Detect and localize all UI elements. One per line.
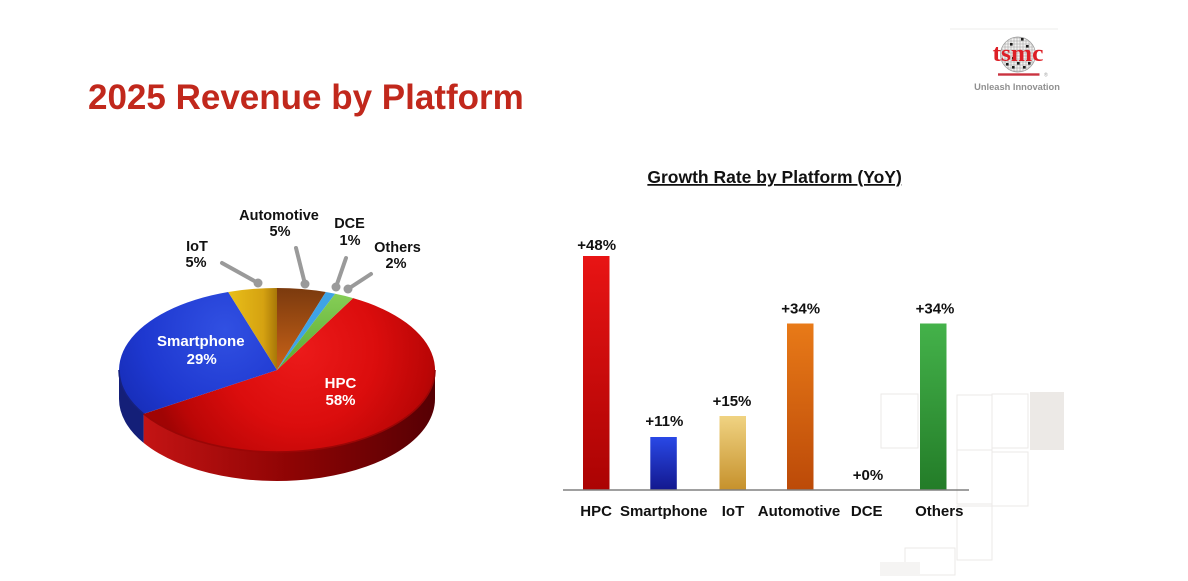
svg-text:Automotive: Automotive [239,208,319,224]
svg-text:Unleash Innovation: Unleash Innovation [974,82,1060,92]
svg-text:+11%: +11% [645,413,683,430]
svg-text:1%: 1% [340,233,361,249]
svg-text:58%: 58% [325,392,355,409]
svg-text:Smartphone: Smartphone [620,503,708,520]
svg-text:HPC: HPC [325,375,357,392]
svg-text:Others: Others [915,503,963,520]
svg-text:®: ® [1044,72,1048,79]
svg-text:Others: Others [374,240,421,256]
svg-text:IoT: IoT [186,239,208,255]
svg-text:5%: 5% [186,255,207,271]
svg-text:+48%: +48% [577,237,616,254]
svg-text:HPC: HPC [580,503,612,520]
svg-text:Automotive: Automotive [758,503,841,520]
svg-text:2%: 2% [386,256,407,272]
svg-text:+15%: +15% [713,393,752,410]
svg-text:tsmc: tsmc [993,41,1044,67]
svg-text:Smartphone: Smartphone [157,333,245,350]
svg-text:2025 Revenue by Platform: 2025 Revenue by Platform [88,78,524,117]
svg-text:IoT: IoT [722,503,745,520]
svg-text:DCE: DCE [334,216,365,232]
svg-text:29%: 29% [187,351,217,368]
svg-text:5%: 5% [270,224,291,240]
svg-text:+34%: +34% [916,301,955,318]
svg-text:Growth Rate by Platform (YoY): Growth Rate by Platform (YoY) [647,167,901,187]
svg-text:DCE: DCE [851,503,883,520]
svg-text:+34%: +34% [781,301,820,318]
svg-text:+0%: +0% [853,467,883,484]
